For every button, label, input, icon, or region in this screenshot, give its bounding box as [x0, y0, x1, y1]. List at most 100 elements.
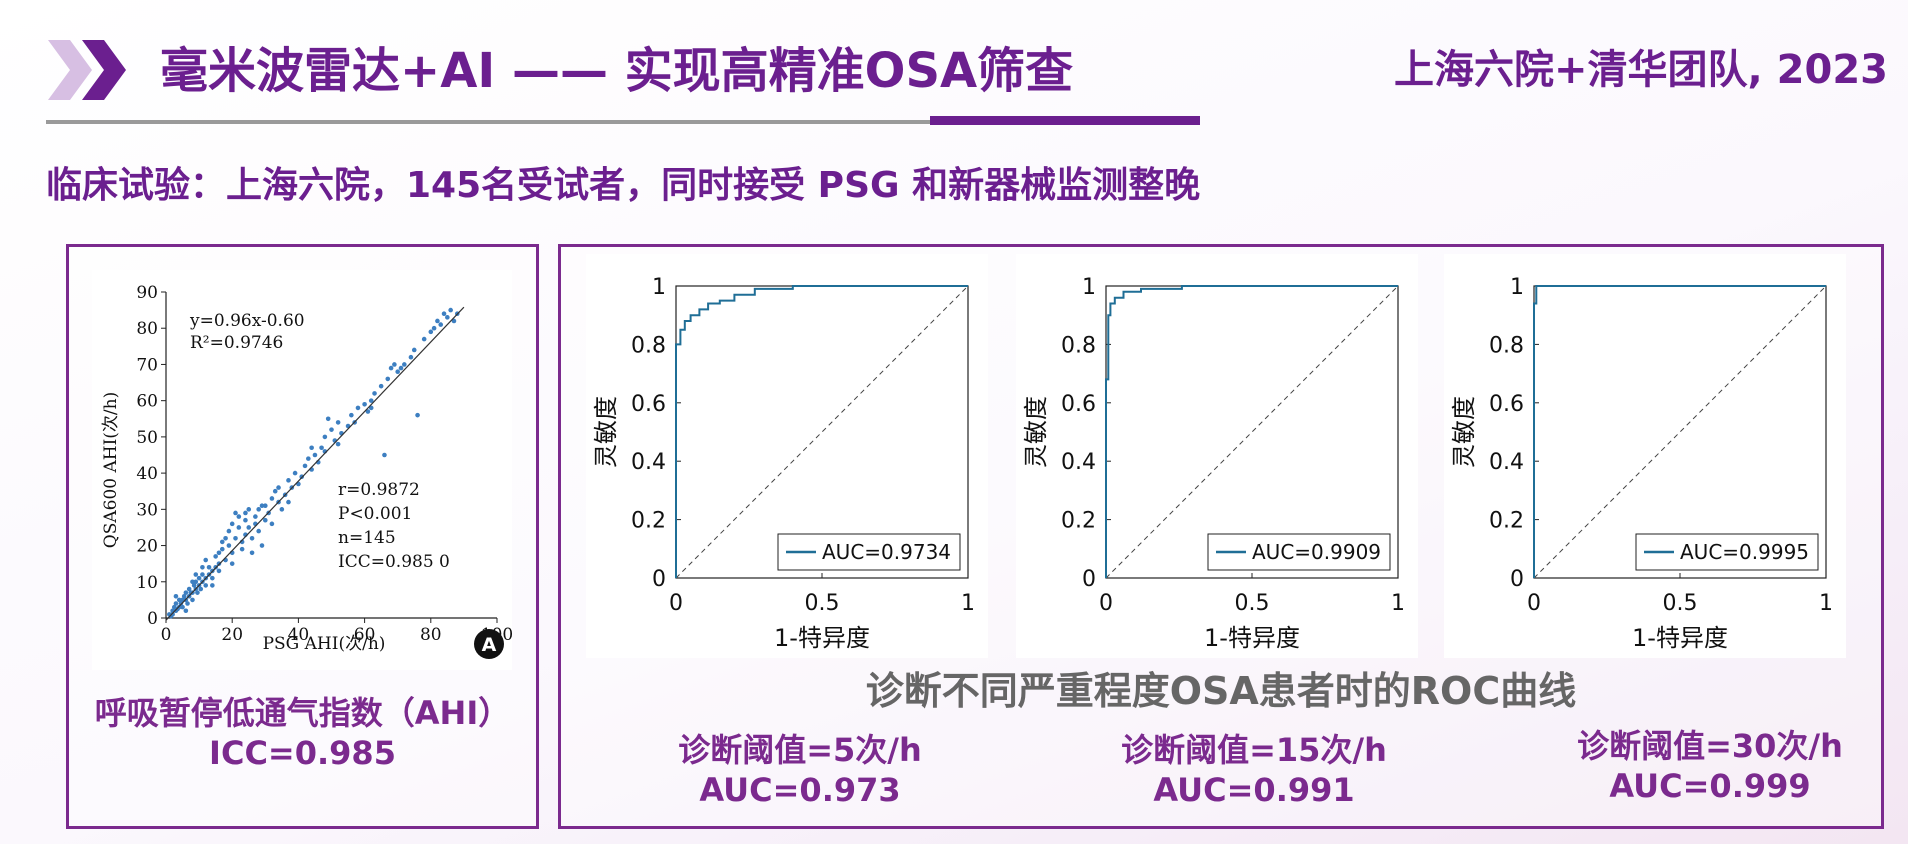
- y-tick-label: 0: [652, 567, 666, 592]
- legend-label: AUC=0.9909: [1252, 540, 1381, 564]
- scatter-point: [249, 536, 255, 541]
- scatter-point: [193, 572, 199, 577]
- scatter-point: [445, 315, 450, 320]
- stat-n: n=145: [338, 528, 396, 548]
- scatter-point: [181, 593, 187, 599]
- scatter-point: [185, 601, 190, 606]
- scatter-point: [246, 507, 252, 512]
- stat-p: P<0.001: [338, 504, 412, 524]
- threshold-auc: AUC=0.973: [699, 771, 901, 809]
- scatter-point: [226, 543, 232, 548]
- scatter-point: [226, 528, 232, 534]
- y-tick-label: 0.8: [631, 333, 666, 358]
- threshold-label: 诊断阈值=30次/h: [1577, 727, 1843, 765]
- scatter-point: [435, 318, 440, 324]
- y-tick-label: 0: [1082, 567, 1096, 592]
- scatter-point: [365, 409, 371, 414]
- ahi-caption-title: 呼吸暂停低通气指数（AHI）: [94, 694, 511, 732]
- scatter-point: [229, 521, 235, 527]
- roc-chart-30: 0 0.5 1 0 0.2 0.4 0.6 0.8 1 AUC=0.9995 1-特异度 灵敏度: [1444, 254, 1846, 658]
- scatter-point: [329, 427, 334, 432]
- scatter-point: [302, 463, 308, 469]
- y-tick-label: 1: [1082, 275, 1096, 300]
- scatter-point: [190, 579, 195, 585]
- y-tick-label: 70: [136, 355, 158, 375]
- y-tick-label: 40: [136, 464, 158, 484]
- scatter-point: [183, 608, 189, 614]
- scatter-point: [362, 401, 367, 407]
- scatter-point: [286, 499, 291, 505]
- x-tick-label: 40: [288, 625, 310, 645]
- scatter-point: [256, 528, 261, 534]
- y-axis-label: 灵敏度: [1450, 396, 1478, 468]
- threshold-30: 诊断阈值=30次/h AUC=0.999: [1530, 726, 1890, 806]
- scatter-point: [279, 507, 285, 512]
- scatter-point: [246, 525, 252, 530]
- y-tick-label: 0.8: [1061, 333, 1096, 358]
- reference-line: [1533, 285, 1827, 579]
- y-tick-label: 0.2: [631, 509, 666, 534]
- scatter-point: [269, 496, 275, 501]
- scatter-point: [335, 420, 341, 425]
- scatter-point: [210, 583, 215, 588]
- scatter-point: [233, 536, 238, 541]
- y-tick-label: 0: [1510, 567, 1524, 592]
- y-tick-label: 0.2: [1489, 509, 1524, 534]
- x-tick-label: 80: [420, 625, 442, 645]
- scatter-point: [239, 546, 245, 552]
- scatter-point: [411, 347, 417, 353]
- x-axis-label: 1-特异度: [1632, 624, 1728, 652]
- y-tick-label: 0.4: [1489, 450, 1524, 475]
- x-tick-label: 1: [1391, 591, 1405, 616]
- threshold-label: 诊断阈值=15次/h: [1121, 731, 1387, 769]
- scatter-point: [249, 550, 255, 556]
- scatter-point: [243, 517, 248, 523]
- scatter-point: [206, 564, 212, 570]
- x-axis-label: 1-特异度: [774, 624, 870, 652]
- x-tick-label: 0: [1099, 591, 1113, 616]
- scatter-point: [170, 612, 175, 617]
- scatter-point: [368, 398, 374, 403]
- y-tick-label: 50: [136, 428, 158, 448]
- scatter-point: [196, 575, 202, 581]
- scatter-point: [322, 434, 328, 440]
- scatter-point: [263, 503, 268, 509]
- scatter-point: [173, 601, 179, 606]
- badge-circle: [474, 629, 504, 659]
- ahi-caption: 呼吸暂停低通气指数（AHI） ICC=0.985: [66, 693, 539, 773]
- scatter-point: [451, 318, 457, 324]
- scatter-point: [448, 307, 453, 313]
- scatter-point: [349, 412, 354, 418]
- y-tick-label: 30: [136, 500, 158, 520]
- y-tick-label: 0.4: [631, 450, 666, 475]
- roc-curve: [675, 285, 968, 578]
- scatter-point: [178, 601, 184, 606]
- scatter-point: [191, 583, 197, 588]
- scatter-point: [236, 525, 242, 530]
- scatter-point: [306, 456, 311, 461]
- scatter-point: [395, 369, 401, 374]
- scatter-point: [286, 478, 291, 483]
- y-tick-label: 0.6: [631, 392, 666, 417]
- scatter-point: [378, 383, 384, 389]
- scatter-point: [193, 579, 199, 585]
- scatter-point: [382, 452, 387, 458]
- scatter-point: [198, 586, 204, 592]
- y-axis-label: QSA600 AHI(次/h): [101, 392, 121, 548]
- scatter-point: [229, 561, 235, 566]
- scatter-point: [392, 362, 397, 367]
- ahi-caption-icc: ICC=0.985: [209, 734, 396, 772]
- scatter-point: [385, 376, 391, 382]
- threshold-5: 诊断阈值=5次/h AUC=0.973: [620, 730, 980, 810]
- x-tick-label: 0.5: [805, 591, 840, 616]
- threshold-auc: AUC=0.991: [1153, 771, 1355, 809]
- x-tick-label: 0: [1527, 591, 1541, 616]
- scatter-point: [408, 354, 414, 360]
- y-tick-label: 0.4: [1061, 450, 1096, 475]
- scatter-point: [223, 536, 228, 541]
- scatter-point: [195, 590, 200, 595]
- x-tick-label: 0: [669, 591, 683, 616]
- title-divider-accent: [930, 116, 1200, 125]
- y-tick-label: 1: [652, 275, 666, 300]
- scatter-point: [402, 362, 407, 367]
